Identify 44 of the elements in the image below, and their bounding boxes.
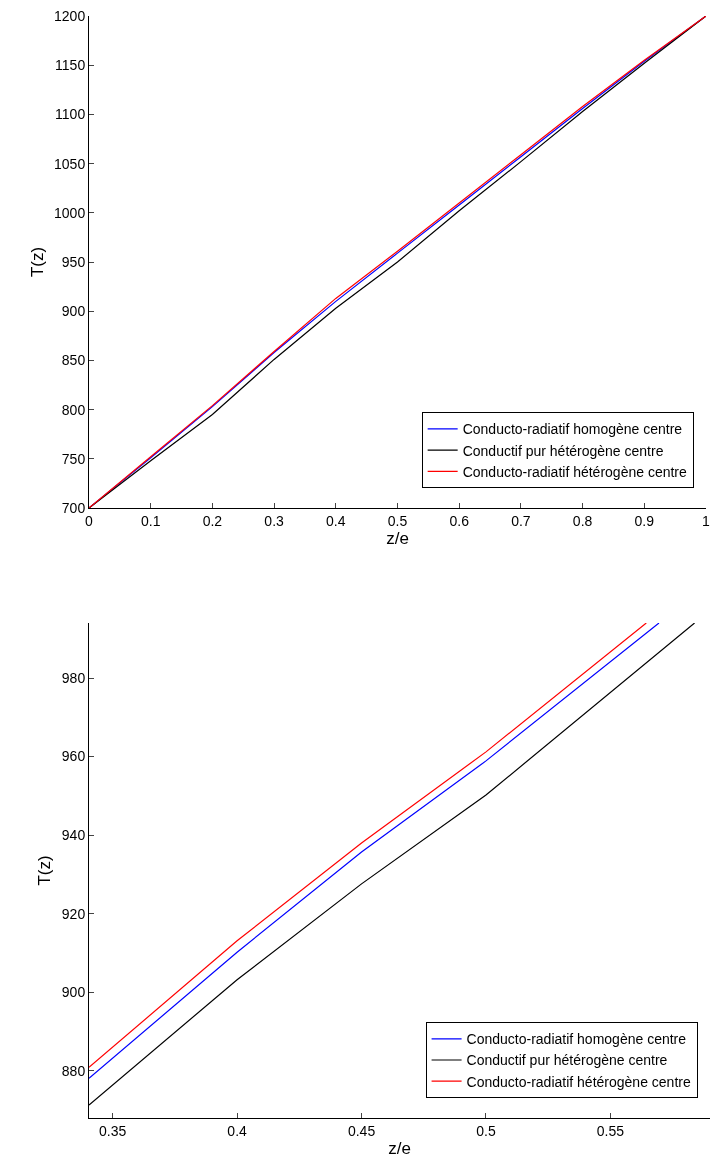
y-axis-title: T(z): [27, 246, 47, 278]
x-tick-label: 0.8: [572, 512, 593, 529]
legend-label: Conducto-radiatif hétérogène centre: [462, 463, 688, 480]
y-tick-label: 1200: [54, 7, 86, 24]
legend-label: Conductif pur hétérogène centre: [466, 1052, 668, 1069]
x-tick-label: 0: [85, 512, 94, 529]
y-tick-label: 960: [61, 748, 86, 765]
legend-label: Conducto-radiatif hétérogène centre: [466, 1073, 691, 1090]
x-tick-label: 0.4: [326, 512, 346, 529]
y-tick-label: 1000: [54, 204, 86, 221]
x-tick-label: 0.5: [387, 512, 408, 529]
legend-label: Conducto-radiatif homogène centre: [466, 1031, 687, 1048]
y-tick-label: 900: [61, 984, 86, 1001]
y-tick-label: 1100: [55, 106, 86, 123]
x-tick-label: 0.9: [634, 512, 655, 529]
x-tick-label: 0.55: [596, 1122, 625, 1139]
y-tick-label: 700: [61, 499, 86, 516]
x-tick-label: 0.5: [476, 1122, 496, 1139]
x-axis-title: z/e: [388, 1139, 411, 1159]
x-tick-label: 0.45: [347, 1122, 376, 1139]
x-tick-label: 0.4: [227, 1122, 248, 1139]
y-tick-label: 920: [61, 905, 86, 922]
x-tick-label: 0.7: [511, 512, 531, 529]
y-tick-label: 750: [61, 450, 86, 467]
x-tick-label: 0.3: [264, 512, 285, 529]
y-tick-label: 950: [61, 253, 86, 270]
y-tick-label: 800: [61, 401, 86, 418]
legend-label: Conductif pur hétérogène centre: [462, 442, 664, 459]
y-tick-label: 980: [61, 669, 86, 686]
y-axis-title: T(z): [35, 855, 55, 886]
y-tick-label: 850: [61, 352, 86, 369]
y-tick-label: 900: [61, 303, 86, 320]
y-tick-label: 1050: [54, 155, 86, 172]
x-axis-title: z/e: [386, 529, 409, 549]
x-tick-label: 0.35: [99, 1122, 127, 1139]
x-tick-label: 0.2: [202, 512, 223, 529]
legend-label: Conducto-radiatif homogène centre: [462, 421, 683, 438]
x-tick-label: 0.1: [140, 512, 161, 529]
y-tick-label: 1150: [55, 57, 86, 74]
y-tick-label: 880: [61, 1062, 86, 1079]
y-tick-label: 940: [61, 827, 86, 844]
x-tick-label: 0.6: [449, 512, 470, 529]
x-tick-label: 1: [702, 512, 711, 529]
line-series: [89, 16, 706, 508]
